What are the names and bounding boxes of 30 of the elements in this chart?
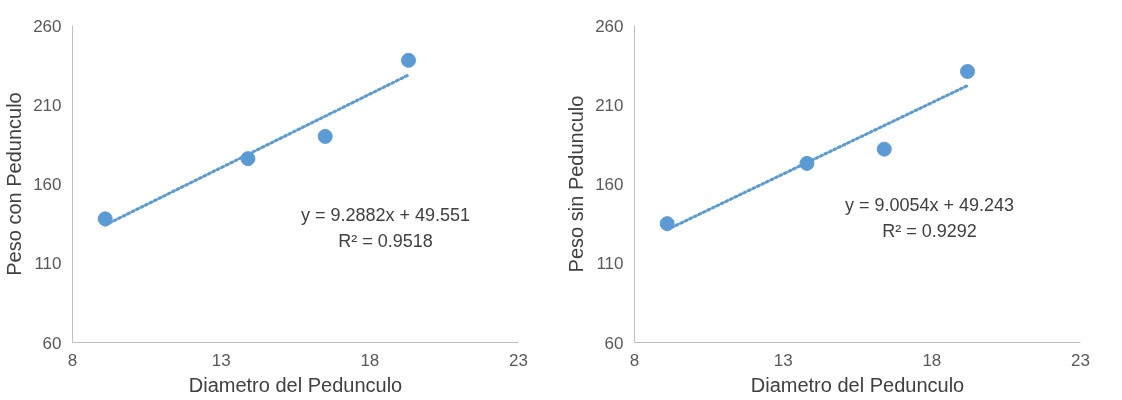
y-tick-label: 60 — [604, 333, 624, 353]
point — [317, 128, 333, 144]
y-tick-label: 110 — [34, 254, 62, 274]
x-tick-label: 18 — [922, 350, 942, 370]
x-axis-title: Diametro del Pedunculo — [188, 373, 403, 396]
x-tick-label: 23 — [1071, 350, 1090, 370]
x-tick-label: 23 — [509, 350, 528, 370]
y-tick-label: 210 — [33, 95, 62, 115]
y-tick-label: 110 — [596, 254, 624, 274]
annotation: y = 9.2882x + 49.551 — [300, 204, 471, 225]
y-axis-title: Peso sin Pedunculo — [565, 95, 588, 273]
x-tick-label: 8 — [67, 350, 78, 370]
point — [876, 141, 892, 157]
x-tick-label: 13 — [773, 350, 793, 370]
y-tick-label: 60 — [42, 333, 62, 353]
annotation: R² = 0.9518 — [338, 230, 433, 251]
x-tick-label: 18 — [360, 350, 380, 370]
y-axis-title: Peso con Pedunculo — [3, 92, 26, 276]
y-tick-label: 260 — [33, 16, 62, 36]
y-tick-label: 160 — [33, 175, 62, 194]
annotation: y = 9.0054x + 49.243 — [844, 194, 1015, 215]
annotation: R² = 0.9292 — [882, 220, 977, 241]
y-tick-label: 260 — [595, 16, 624, 36]
x-tick-label: 8 — [629, 350, 640, 370]
y-tick-label: 160 — [595, 175, 624, 194]
point — [400, 52, 416, 68]
x-axis-title: Diametro del Pedunculo — [750, 373, 965, 396]
point — [960, 63, 976, 79]
x-tick-label: 13 — [211, 350, 231, 370]
y-tick-label: 210 — [595, 95, 624, 115]
